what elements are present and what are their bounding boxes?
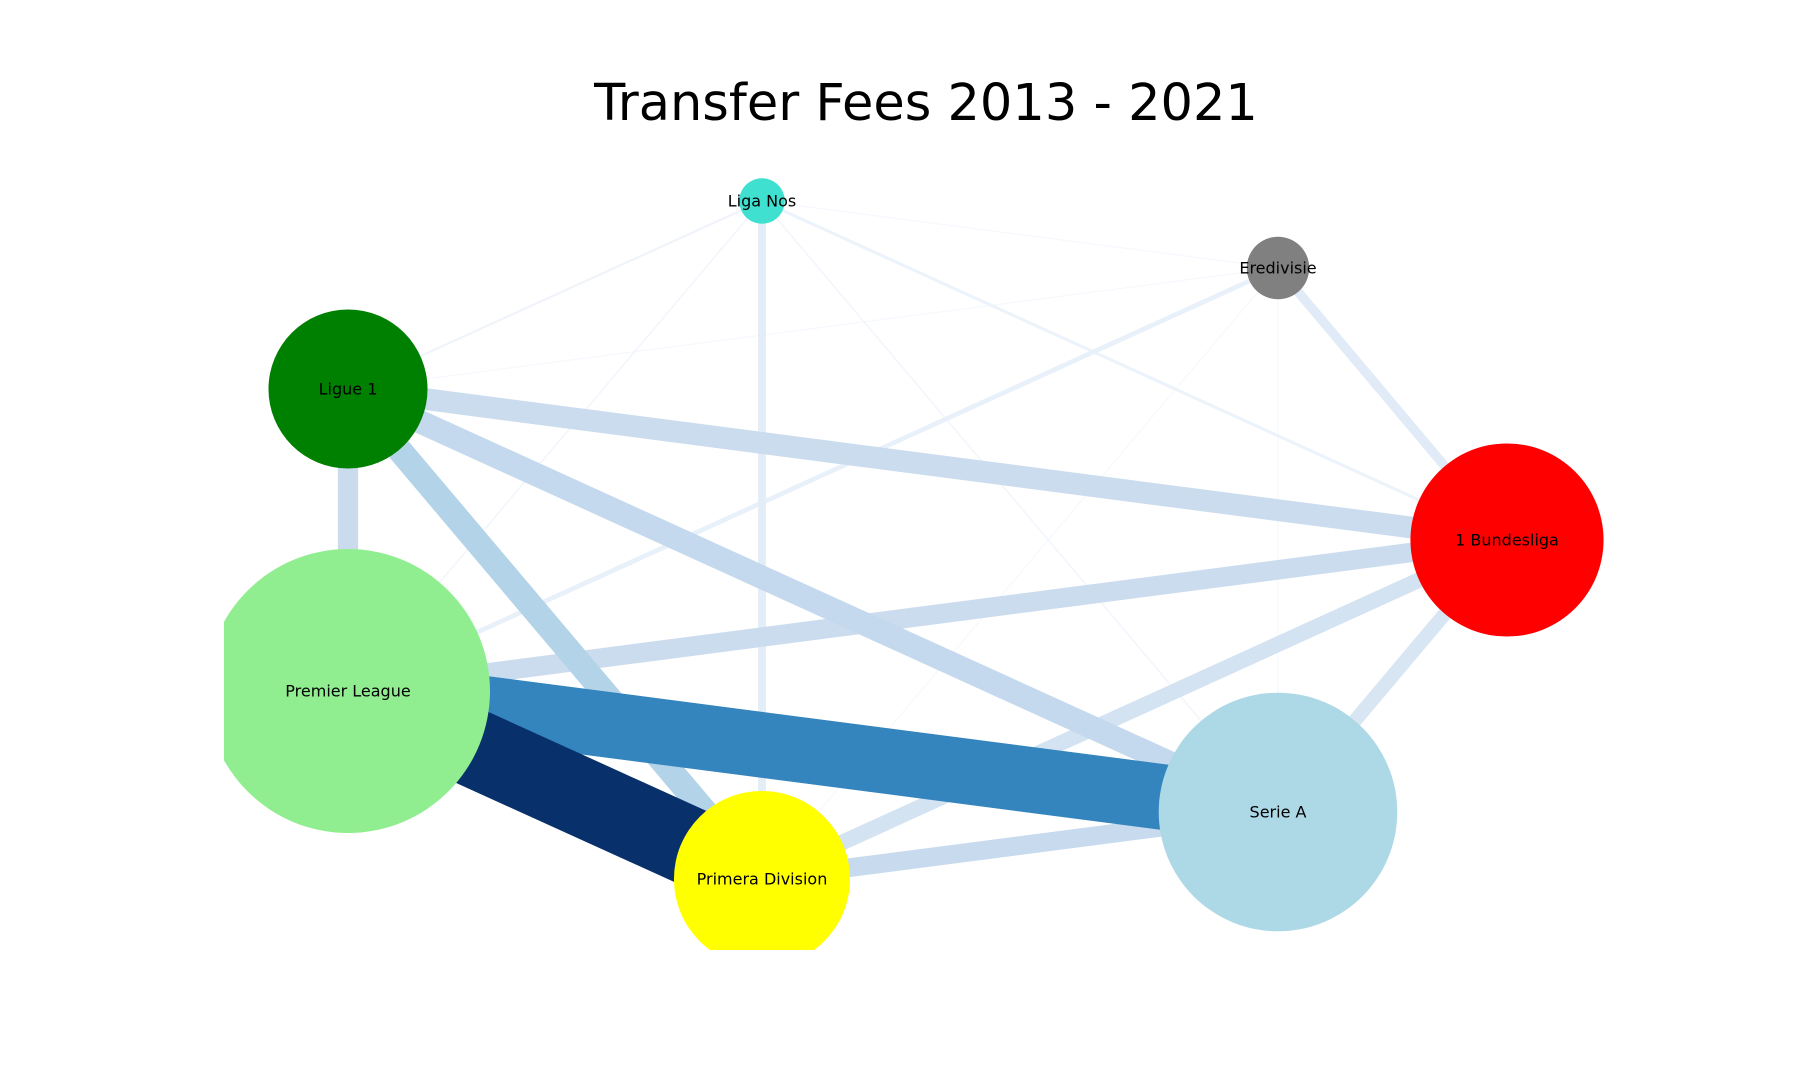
edge-liga-nos-eredivisie [761,200,1279,269]
edge-eredivisie-premier-league [347,265,1279,694]
edge-primera-division-bundesliga [758,532,1511,887]
node-label-ligue-1: Ligue 1 [319,380,378,399]
node-label-bundesliga: 1 Bundesliga [1455,531,1559,550]
node-eredivisie [1246,236,1310,300]
nodes-layer [224,178,1604,950]
node-label-primera-division: Primera Division [697,870,828,889]
edge-ligue-1-bundesliga [346,378,1509,551]
edge-premier-league-serie-a [343,658,1283,845]
node-primera-division [673,790,851,950]
edge-liga-nos-bundesliga [761,199,1508,542]
edge-ligue-1-serie-a [343,378,1283,823]
node-label-liga-nos: Liga Nos [728,192,797,211]
labels-layer: Liga Nos Eredivisie Ligue 1 1 Bundesliga Pre… [285,192,1559,889]
edge-premier-league-bundesliga [346,530,1509,701]
node-label-eredivisie: Eredivisie [1239,259,1316,278]
node-serie-a [1158,692,1398,932]
node-bundesliga [1410,443,1604,637]
edge-ligue-1-primera-division [338,380,772,888]
node-label-serie-a: Serie A [1250,803,1307,822]
node-label-premier-league: Premier League [285,682,410,701]
node-liga-nos [739,178,785,224]
node-ligue-1 [268,309,428,469]
node-premier-league [224,549,490,833]
edge-eredivisie-ligue-1 [347,267,1279,390]
edge-liga-nos-serie-a [761,200,1279,813]
chart-title: Transfer Fees 2013 - 2021 [594,74,1258,133]
